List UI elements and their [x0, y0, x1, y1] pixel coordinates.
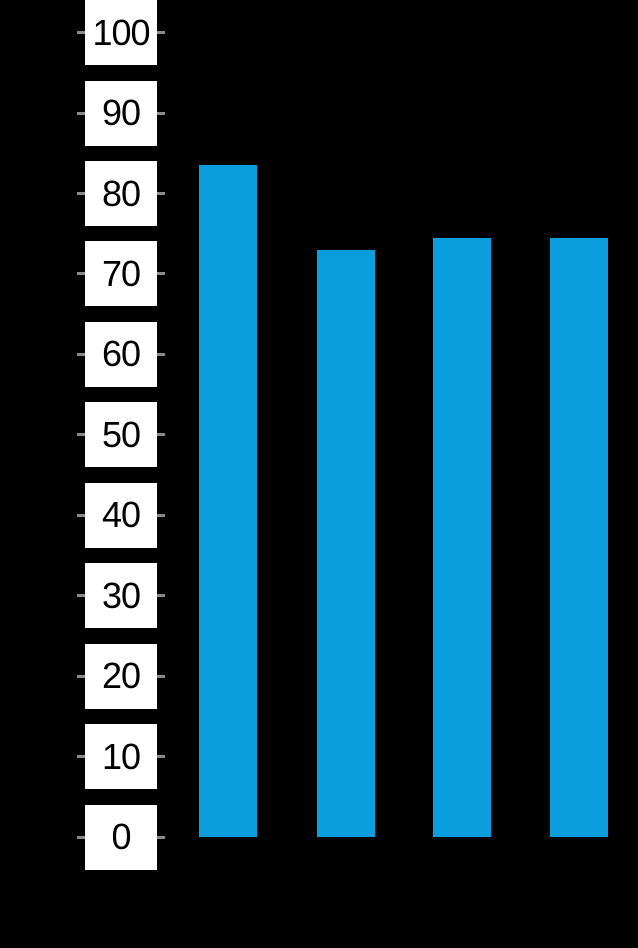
y-tick-mark-right	[157, 835, 165, 839]
y-tick-mark-right	[157, 594, 165, 598]
y-tick-label: 50	[85, 402, 157, 468]
y-tick-label: 10	[85, 724, 157, 790]
y-tick-mark-right	[157, 111, 165, 115]
bar	[199, 165, 257, 837]
y-tick-mark-left	[77, 674, 85, 678]
y-tick-mark-right	[157, 31, 165, 35]
y-tick-mark-right	[157, 755, 165, 759]
y-tick-mark-right	[157, 433, 165, 437]
y-tick-mark-left	[77, 111, 85, 115]
y-tick-mark-left	[77, 835, 85, 839]
y-tick-label: 60	[85, 321, 157, 387]
y-tick-mark-left	[77, 192, 85, 196]
y-tick-mark-right	[157, 272, 165, 276]
y-tick-mark-right	[157, 352, 165, 356]
bar	[549, 237, 608, 837]
y-tick-label: 20	[85, 643, 157, 709]
y-tick-mark-left	[77, 433, 85, 437]
y-tick-label: 70	[85, 241, 157, 307]
y-tick-mark-left	[77, 272, 85, 276]
y-tick-mark-right	[157, 513, 165, 517]
y-tick-mark-left	[77, 513, 85, 517]
y-tick-mark-left	[77, 755, 85, 759]
y-tick-label: 100	[85, 0, 157, 66]
y-tick-label: 90	[85, 80, 157, 146]
y-tick-label: 40	[85, 482, 157, 548]
y-tick-mark-right	[157, 674, 165, 678]
y-tick-mark-right	[157, 192, 165, 196]
bar	[432, 237, 491, 837]
bar	[316, 249, 375, 837]
y-tick-mark-left	[77, 31, 85, 35]
y-tick-mark-left	[77, 594, 85, 598]
y-tick-label: 30	[85, 563, 157, 629]
y-tick-label: 80	[85, 161, 157, 227]
y-tick-label: 0	[85, 804, 157, 870]
y-tick-mark-left	[77, 352, 85, 356]
